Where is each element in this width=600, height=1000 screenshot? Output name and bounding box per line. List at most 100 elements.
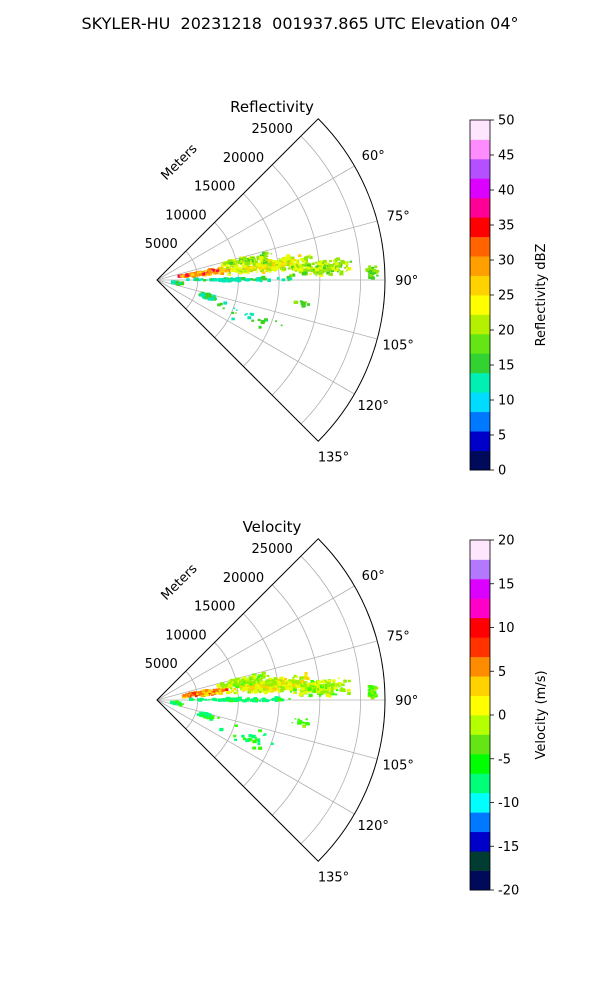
echo-cell [204,270,207,273]
echo-cell [303,676,308,680]
echo-cell [282,267,287,271]
echo-cell [329,259,332,263]
colorbar-tick-label: 45 [498,149,515,164]
echo-cell [340,270,344,274]
echo-cell [325,687,328,690]
echo-cell [292,273,295,275]
echo-cell [251,319,255,322]
echo-cell [314,270,319,274]
echo-cell [365,268,370,272]
echo-cell [330,264,334,267]
colorbar-tick-label: 50 [498,114,515,129]
colorbar-tick-label: 5 [498,429,506,444]
echo-cell [336,257,341,261]
echo-cell [347,679,351,683]
echo-cell [251,680,256,684]
echo-cell [257,677,260,680]
echo-cell [248,269,253,273]
echo-cell [313,681,316,683]
echo-cell [199,293,204,297]
echo-cell [215,688,220,692]
echo-cell [282,257,285,259]
echo-cell [194,272,198,275]
echo-cell [374,693,377,696]
echo-cell [319,273,323,277]
echo-cell [249,259,254,263]
echo-cell [277,680,281,684]
colorbar-segment [470,637,490,658]
echo-cell [210,691,214,694]
echo-cell [236,689,239,692]
echo-cell [285,256,290,261]
echo-cell [329,265,332,268]
echo-cell [235,684,240,688]
echo-cell [326,682,331,686]
echo-cell [373,688,377,691]
echo-cell [232,697,237,701]
echo-cell [301,261,304,263]
echo-cell [253,677,256,680]
echo-cell [298,678,301,681]
echo-cell [256,685,261,689]
echo-cell [244,314,247,316]
echo-cell [198,279,201,282]
echo-cell [300,258,304,261]
echo-cell [208,690,212,694]
echo-cell [295,268,297,270]
azimuth-tick-label: 90° [395,274,418,289]
echo-cell [315,261,318,264]
echo-cell [346,265,349,267]
echo-cell [341,683,345,687]
echo-cell [320,272,324,275]
echo-cell [245,738,250,743]
echo-cell [309,273,312,276]
echo-cell [250,278,254,281]
echo-cell [306,687,308,689]
echo-cell [234,278,239,282]
echo-cell [316,693,320,695]
radial-tick-label: 20000 [223,571,264,586]
echo-cell [211,270,213,272]
echo-cell [374,691,377,693]
echo-cell [304,268,308,272]
echo-cell [191,692,196,696]
echo-cell [241,260,245,263]
echo-cell [185,693,188,696]
echo-cell [226,683,228,685]
echo-cell [369,271,374,275]
echo-cell [257,318,261,322]
echo-cell [267,682,270,684]
echo-cell [257,262,262,266]
echo-cell [335,683,339,686]
echo-cell [262,254,267,258]
echo-cell [302,301,306,305]
echo-cell [271,267,276,271]
echo-cell [269,683,274,687]
echo-cell [305,722,310,726]
echo-cell [181,274,185,277]
echo-cell [211,692,214,695]
colorbar-label: Reflectivity dBZ [534,244,549,347]
colorbar-tick-label: 0 [498,464,506,479]
echo-cell [239,257,242,260]
echo-cell [288,277,293,281]
echo-cell [195,278,199,281]
echo-cell [320,267,323,270]
echo-cell [329,268,332,270]
echo-cell [330,689,334,693]
echo-cell [253,690,258,694]
echo-cell [370,274,373,276]
echo-cell [249,683,253,686]
echo-cell [262,251,267,255]
echo-cell [255,682,260,686]
echo-cell [371,692,376,696]
echo-cell [199,697,204,701]
echo-cell [315,265,318,268]
echo-cell [306,688,309,690]
echo-cell [270,698,273,701]
echo-cell [219,727,224,732]
echo-cell [261,275,266,279]
echo-cell [251,677,255,680]
echo-cell [229,262,233,265]
echo-cell [369,690,373,693]
